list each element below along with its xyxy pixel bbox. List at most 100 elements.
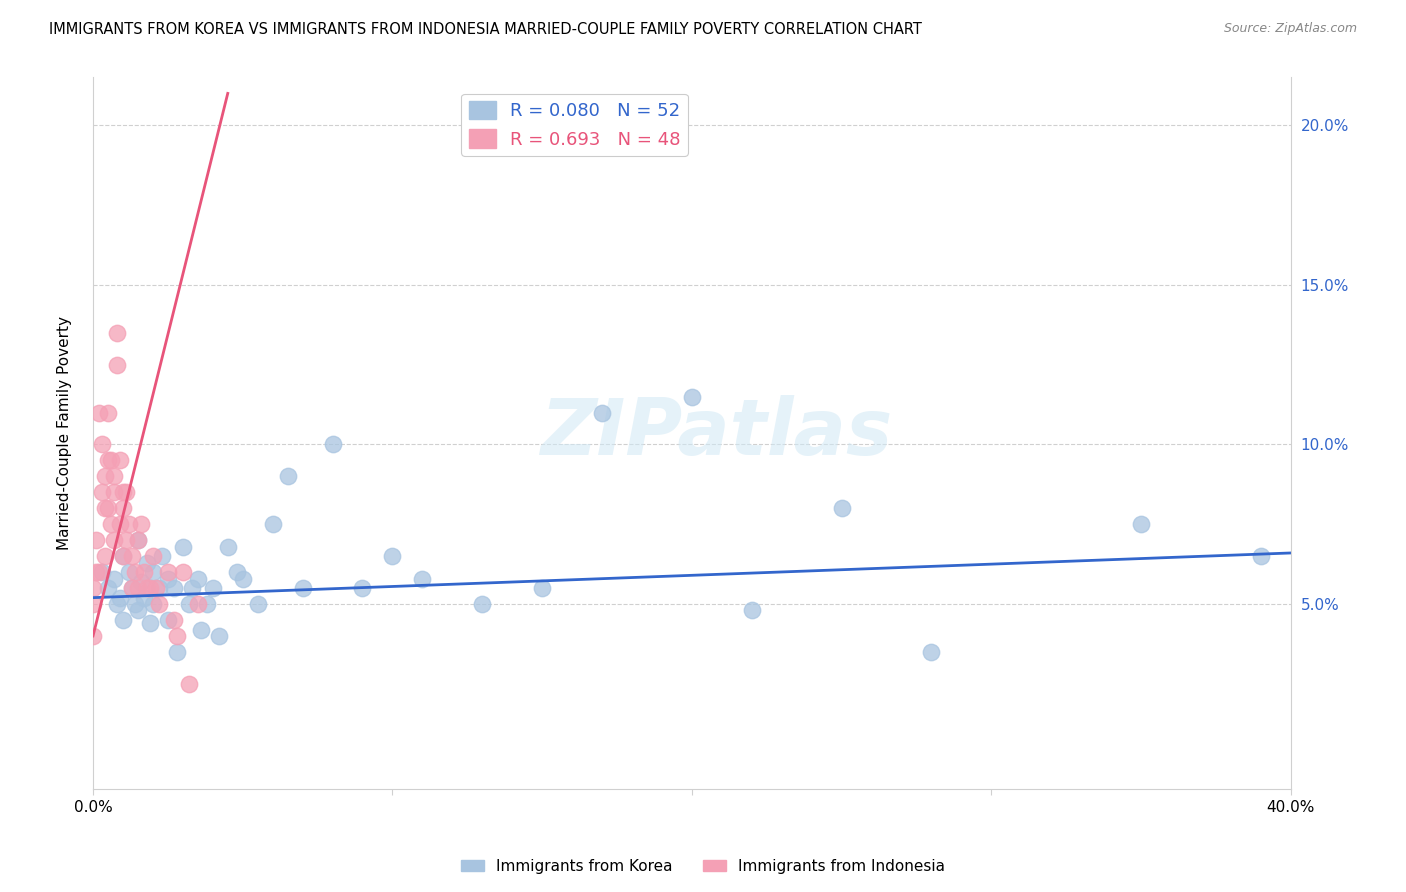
Point xyxy=(232,572,254,586)
Point xyxy=(129,574,152,589)
Point xyxy=(124,597,146,611)
Point xyxy=(115,533,138,548)
Point xyxy=(91,565,114,579)
Point xyxy=(322,437,344,451)
Point xyxy=(118,517,141,532)
Point xyxy=(132,591,155,605)
Point xyxy=(172,540,194,554)
Point xyxy=(121,581,143,595)
Point xyxy=(172,565,194,579)
Point xyxy=(100,453,122,467)
Point xyxy=(381,549,404,564)
Point xyxy=(115,485,138,500)
Point xyxy=(180,581,202,595)
Point xyxy=(105,358,128,372)
Point xyxy=(1130,517,1153,532)
Point xyxy=(135,581,157,595)
Point xyxy=(166,629,188,643)
Point xyxy=(148,597,170,611)
Point xyxy=(82,581,104,595)
Point xyxy=(531,581,554,595)
Point xyxy=(108,453,131,467)
Point xyxy=(111,501,134,516)
Point xyxy=(91,437,114,451)
Point xyxy=(741,603,763,617)
Point xyxy=(142,597,165,611)
Point xyxy=(127,533,149,548)
Point xyxy=(97,453,120,467)
Point xyxy=(127,603,149,617)
Point xyxy=(139,616,162,631)
Point xyxy=(142,565,165,579)
Point xyxy=(94,501,117,516)
Point xyxy=(156,565,179,579)
Point xyxy=(97,581,120,595)
Point xyxy=(105,326,128,340)
Point xyxy=(118,565,141,579)
Point xyxy=(681,390,703,404)
Point xyxy=(82,597,104,611)
Point xyxy=(208,629,231,643)
Text: ZIPatlas: ZIPatlas xyxy=(540,395,891,471)
Text: Source: ZipAtlas.com: Source: ZipAtlas.com xyxy=(1223,22,1357,36)
Point xyxy=(127,533,149,548)
Point xyxy=(87,405,110,419)
Point xyxy=(127,581,149,595)
Point xyxy=(177,597,200,611)
Point xyxy=(163,581,186,595)
Point xyxy=(103,485,125,500)
Point xyxy=(139,581,162,595)
Point xyxy=(471,597,494,611)
Point xyxy=(135,556,157,570)
Point xyxy=(103,533,125,548)
Point xyxy=(187,572,209,586)
Point xyxy=(150,549,173,564)
Point xyxy=(97,405,120,419)
Point xyxy=(166,645,188,659)
Point xyxy=(145,581,167,595)
Point xyxy=(129,517,152,532)
Point xyxy=(111,549,134,564)
Point xyxy=(195,597,218,611)
Point xyxy=(94,469,117,483)
Point xyxy=(82,629,104,643)
Point xyxy=(156,613,179,627)
Point xyxy=(94,549,117,564)
Point xyxy=(591,405,613,419)
Point xyxy=(91,485,114,500)
Point xyxy=(100,517,122,532)
Point xyxy=(97,501,120,516)
Point xyxy=(108,591,131,605)
Point xyxy=(163,613,186,627)
Point xyxy=(111,485,134,500)
Point xyxy=(132,565,155,579)
Point xyxy=(108,517,131,532)
Point xyxy=(217,540,239,554)
Point xyxy=(111,613,134,627)
Point xyxy=(246,597,269,611)
Text: IMMIGRANTS FROM KOREA VS IMMIGRANTS FROM INDONESIA MARRIED-COUPLE FAMILY POVERTY: IMMIGRANTS FROM KOREA VS IMMIGRANTS FROM… xyxy=(49,22,922,37)
Point xyxy=(84,565,107,579)
Point xyxy=(177,677,200,691)
Y-axis label: Married-Couple Family Poverty: Married-Couple Family Poverty xyxy=(58,317,72,550)
Point xyxy=(187,597,209,611)
Point xyxy=(831,501,853,516)
Point xyxy=(291,581,314,595)
Point xyxy=(190,623,212,637)
Point xyxy=(124,565,146,579)
Legend: Immigrants from Korea, Immigrants from Indonesia: Immigrants from Korea, Immigrants from I… xyxy=(454,853,952,880)
Point xyxy=(920,645,942,659)
Point xyxy=(262,517,284,532)
Point xyxy=(156,572,179,586)
Point xyxy=(201,581,224,595)
Point xyxy=(277,469,299,483)
Point xyxy=(225,565,247,579)
Point xyxy=(84,533,107,548)
Point xyxy=(111,549,134,564)
Point xyxy=(121,549,143,564)
Point xyxy=(103,572,125,586)
Point xyxy=(1250,549,1272,564)
Point xyxy=(352,581,374,595)
Point xyxy=(105,597,128,611)
Point xyxy=(142,549,165,564)
